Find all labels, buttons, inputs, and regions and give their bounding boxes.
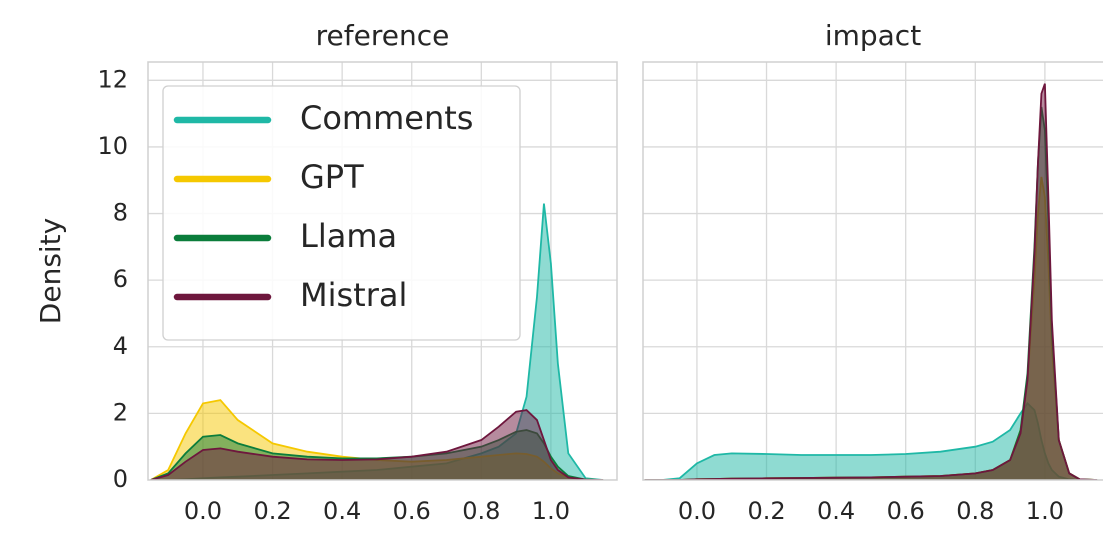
x-tick-label: 0.2 bbox=[253, 497, 291, 525]
legend-label: Comments bbox=[300, 99, 473, 137]
x-tick-label: 0.8 bbox=[462, 497, 500, 525]
x-tick-label: 0.6 bbox=[887, 497, 925, 525]
density-area bbox=[644, 403, 1098, 480]
y-tick-label: 6 bbox=[113, 265, 128, 293]
y-tick-label: 10 bbox=[97, 132, 128, 160]
y-tick-label: 0 bbox=[113, 465, 128, 493]
density-area bbox=[150, 410, 604, 480]
density-line bbox=[644, 83, 1098, 480]
x-tick-label: 0.0 bbox=[678, 497, 716, 525]
x-tick-label: 0.2 bbox=[747, 497, 785, 525]
density-area bbox=[150, 203, 604, 480]
density-line bbox=[150, 409, 604, 480]
plot-frame bbox=[642, 61, 1103, 481]
x-tick-label: 1.0 bbox=[1026, 497, 1064, 525]
y-tick-label: 4 bbox=[113, 332, 128, 360]
y-tick-label: 12 bbox=[97, 65, 128, 93]
panel-title: reference bbox=[316, 19, 450, 52]
y-tick-label: 8 bbox=[113, 199, 128, 227]
legend-label: Mistral bbox=[300, 276, 407, 314]
legend-label: GPT bbox=[300, 158, 364, 196]
x-tick-label: 1.0 bbox=[532, 497, 570, 525]
legend-label: Llama bbox=[300, 217, 397, 255]
plot-frame bbox=[147, 61, 618, 481]
x-tick-label: 0.6 bbox=[393, 497, 431, 525]
y-axis-label: Density bbox=[34, 218, 67, 324]
plot-content bbox=[643, 62, 1103, 480]
legend-box bbox=[162, 85, 521, 341]
x-tick-label: 0.8 bbox=[956, 497, 994, 525]
panel-title: impact bbox=[825, 19, 921, 52]
density-area bbox=[644, 83, 1098, 480]
x-tick-label: 0.4 bbox=[323, 497, 361, 525]
x-tick-label: 0.4 bbox=[817, 497, 855, 525]
x-tick-label: 0.0 bbox=[184, 497, 222, 525]
y-tick-label: 2 bbox=[113, 398, 128, 426]
